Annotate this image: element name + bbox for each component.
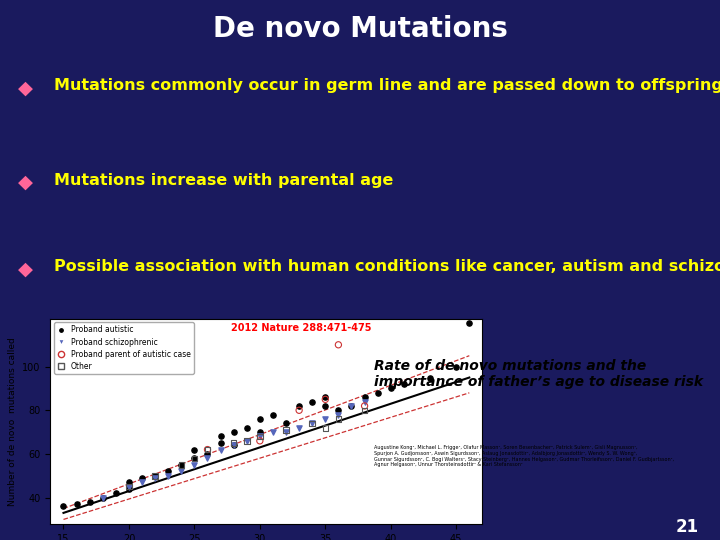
Point (202, 450, 213, 458)
Point (359, 397, 370, 406)
Point (189, 454, 200, 463)
Text: De novo Mutations: De novo Mutations (212, 15, 508, 43)
Text: ◆: ◆ (18, 259, 33, 278)
Point (149, 474, 161, 482)
Point (123, 482, 135, 491)
Text: Augustine Kong¹, Michael L. Frigge¹, Olafur Masson¹, Soren Besenbacher², Patrick: Augustine Kong¹, Michael L. Frigge¹, Ola… (374, 445, 674, 467)
Point (202, 446, 213, 454)
Text: 2012 Nature 288:471-475: 2012 Nature 288:471-475 (230, 323, 372, 333)
Point (451, 362, 462, 371)
Point (346, 402, 357, 410)
Point (241, 436, 253, 445)
Point (320, 402, 331, 410)
Point (163, 467, 174, 476)
Text: Possible association with human conditions like cancer, autism and schizophrenia: Possible association with human conditio… (54, 259, 720, 274)
Point (333, 341, 344, 349)
Point (71, 500, 82, 509)
Text: ◆: ◆ (18, 78, 33, 97)
Point (215, 438, 226, 447)
Point (254, 436, 266, 445)
Text: Rate of de novo mutations and the
importance of father’s age to disease risk: Rate of de novo mutations and the import… (374, 359, 703, 389)
Point (385, 384, 397, 393)
Point (136, 478, 148, 487)
Point (267, 410, 279, 419)
Point (359, 406, 370, 415)
Point (267, 428, 279, 436)
Text: Mutations commonly occur in germ line and are passed down to offspring: Mutations commonly occur in germ line an… (54, 78, 720, 93)
Point (320, 423, 331, 432)
Point (320, 415, 331, 423)
Point (189, 461, 200, 469)
Point (163, 471, 174, 480)
Point (333, 406, 344, 415)
Point (280, 419, 292, 428)
Point (359, 402, 370, 410)
Point (149, 471, 161, 480)
Point (307, 419, 318, 428)
Point (254, 432, 266, 441)
Text: Mutations increase with parental age: Mutations increase with parental age (54, 173, 393, 188)
Point (333, 415, 344, 423)
Point (228, 428, 240, 436)
Point (254, 415, 266, 423)
Point (228, 441, 240, 449)
Point (97, 493, 109, 502)
Point (228, 441, 240, 449)
Point (176, 461, 187, 469)
Point (202, 454, 213, 463)
Point (228, 438, 240, 447)
Point (176, 461, 187, 469)
Point (398, 380, 410, 388)
Point (84, 498, 96, 507)
Point (215, 446, 226, 454)
Point (293, 423, 305, 432)
Point (333, 410, 344, 419)
Point (346, 402, 357, 410)
Point (241, 436, 253, 445)
Point (123, 484, 135, 493)
Point (464, 319, 475, 327)
Point (123, 478, 135, 487)
Point (254, 428, 266, 436)
Point (320, 395, 331, 404)
Point (202, 446, 213, 454)
Point (241, 423, 253, 432)
Point (280, 428, 292, 436)
Text: 21: 21 (675, 517, 698, 536)
Point (307, 397, 318, 406)
Text: ◆: ◆ (18, 173, 33, 192)
Point (58, 502, 69, 511)
Point (359, 393, 370, 402)
Point (215, 432, 226, 441)
Point (280, 426, 292, 434)
Point (320, 393, 331, 402)
Point (254, 432, 266, 441)
Y-axis label: Number of de novo  mutations called: Number of de novo mutations called (8, 337, 17, 505)
Point (307, 419, 318, 428)
Point (293, 406, 305, 415)
Point (372, 388, 384, 397)
Point (136, 474, 148, 482)
Point (293, 402, 305, 410)
Point (123, 482, 135, 491)
Point (189, 446, 200, 454)
Point (176, 467, 187, 476)
Point (110, 489, 122, 497)
Point (189, 454, 200, 463)
Point (149, 471, 161, 480)
Legend: Proband autistic, Proband schizophrenic, Proband parent of autistic case, Other: Proband autistic, Proband schizophrenic,… (54, 322, 194, 374)
Point (97, 493, 109, 502)
Point (424, 373, 436, 382)
